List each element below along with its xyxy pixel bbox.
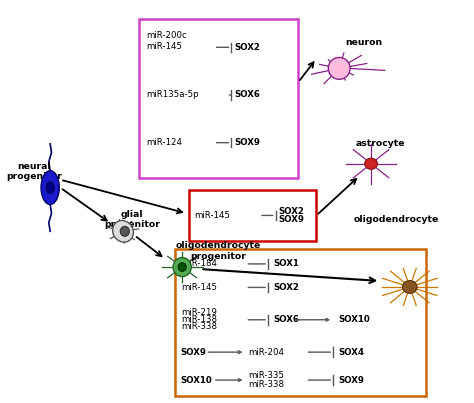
Text: SOX10: SOX10 — [181, 376, 212, 384]
Text: miR-184: miR-184 — [181, 260, 217, 268]
Ellipse shape — [178, 263, 186, 272]
Text: miR-219: miR-219 — [181, 308, 217, 317]
Text: SOX1: SOX1 — [273, 260, 299, 268]
Ellipse shape — [46, 182, 54, 193]
Text: SOX4: SOX4 — [338, 348, 364, 357]
Text: miR-338: miR-338 — [248, 380, 284, 389]
Ellipse shape — [41, 171, 59, 204]
Text: SOX6: SOX6 — [235, 91, 260, 100]
Text: SOX6: SOX6 — [273, 315, 299, 324]
Text: miR-335: miR-335 — [248, 371, 284, 380]
Text: neural
progenitor: neural progenitor — [6, 162, 62, 181]
Text: SOX9: SOX9 — [278, 215, 304, 224]
Ellipse shape — [120, 226, 129, 236]
Text: oligodendrocyte: oligodendrocyte — [354, 215, 439, 224]
Text: SOX10: SOX10 — [338, 315, 370, 324]
Ellipse shape — [173, 258, 191, 276]
Ellipse shape — [365, 158, 377, 169]
Ellipse shape — [402, 280, 417, 293]
Text: miR-200c
miR-145: miR-200c miR-145 — [146, 31, 186, 51]
Text: miR-124: miR-124 — [146, 138, 182, 147]
Text: astrocyte: astrocyte — [356, 139, 405, 148]
Text: neuron: neuron — [346, 38, 383, 47]
Text: SOX9: SOX9 — [181, 348, 207, 357]
Text: miR135a-5p: miR135a-5p — [146, 91, 199, 100]
Text: glial
progenitor: glial progenitor — [104, 210, 160, 229]
Text: miR-145: miR-145 — [194, 211, 230, 220]
Text: SOX2: SOX2 — [235, 43, 260, 52]
Text: SOX9: SOX9 — [338, 376, 364, 384]
Text: miR-145: miR-145 — [181, 283, 217, 292]
Text: oligodendrocyte
progenitor: oligodendrocyte progenitor — [176, 241, 261, 261]
Text: miR-338: miR-338 — [181, 322, 217, 331]
Text: SOX2: SOX2 — [273, 283, 299, 292]
Ellipse shape — [328, 57, 350, 79]
Text: miR-138: miR-138 — [181, 315, 217, 324]
Text: SOX9: SOX9 — [235, 138, 260, 147]
Text: miR-204: miR-204 — [248, 348, 284, 357]
Ellipse shape — [113, 220, 133, 242]
Text: SOX2: SOX2 — [278, 207, 304, 216]
